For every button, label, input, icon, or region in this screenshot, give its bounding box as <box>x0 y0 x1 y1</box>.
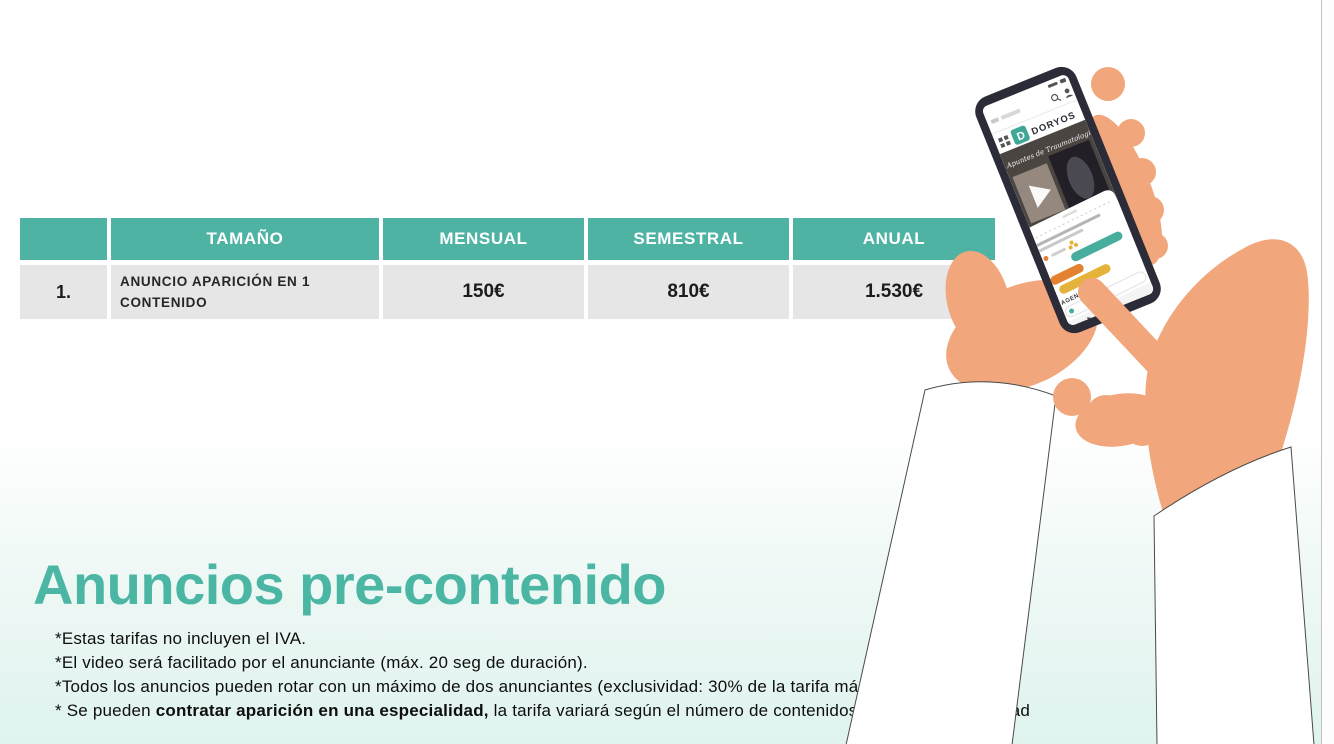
brand-name: DORYOS <box>1030 110 1078 138</box>
footnote-line: *Estas tarifas no incluyen el IVA. <box>55 629 307 648</box>
xray-image <box>1066 156 1095 199</box>
phone-screen <box>982 75 1154 325</box>
row-price-semestral: 810€ <box>588 265 789 319</box>
row-number-cell: 1. <box>20 265 107 319</box>
page-title: Anuncios pre-contenido <box>33 553 667 616</box>
menu-grid-icon <box>997 135 1011 149</box>
content-card: AGENDA <box>1024 190 1155 327</box>
row-price-anual: 1.530€ <box>793 265 995 319</box>
right-sleeve <box>1153 446 1315 744</box>
pointing-finger-illustration <box>1078 278 1184 389</box>
footnote-line: *El video será facilitado por el anuncia… <box>55 653 588 672</box>
brand-logo <box>1010 125 1030 145</box>
tag-pill-teal <box>1071 231 1123 262</box>
table-header-semestral: SEMESTRAL <box>588 218 789 260</box>
table-header-tamano: TAMAÑO <box>111 218 379 260</box>
scrollbar[interactable] <box>1321 0 1334 744</box>
table-header-anual: ANUAL <box>793 218 995 260</box>
hero-video <box>999 119 1155 327</box>
agenda-label: AGENDA <box>1060 289 1089 307</box>
phone-body <box>975 66 1161 334</box>
tag-pill-yellow <box>1059 264 1111 294</box>
mini-search-bar <box>1065 271 1147 318</box>
footnotes: *Estas tarifas no incluyen el IVA. *El v… <box>55 627 1030 723</box>
row-price-mensual: 150€ <box>383 265 584 319</box>
brand-logo-letter: D <box>1015 129 1027 143</box>
pricing-table: TAMAÑO MENSUAL SEMESTRAL ANUAL 1. ANUNCI… <box>20 218 995 319</box>
phone-illustration: D DORYOS Apuntes de Traumatología <box>975 66 1161 334</box>
footnote-line: *Todos los anuncios pueden rotar con un … <box>55 677 873 696</box>
row-description-cell: ANUNCIO APARICIÓN EN 1 CONTENIDO <box>111 265 379 319</box>
right-hand-illustration <box>1053 239 1309 522</box>
play-icon <box>1028 185 1051 208</box>
hero-caption: Apuntes de Traumatología <box>1005 127 1096 170</box>
user-icon <box>1064 88 1074 99</box>
footnote-line: * Se pueden contratar aparición en una e… <box>55 701 1031 720</box>
table-header-blank <box>20 218 107 260</box>
table-header-mensual: MENSUAL <box>383 218 584 260</box>
tag-pill-orange <box>1050 263 1084 285</box>
search-icon <box>1051 93 1062 102</box>
